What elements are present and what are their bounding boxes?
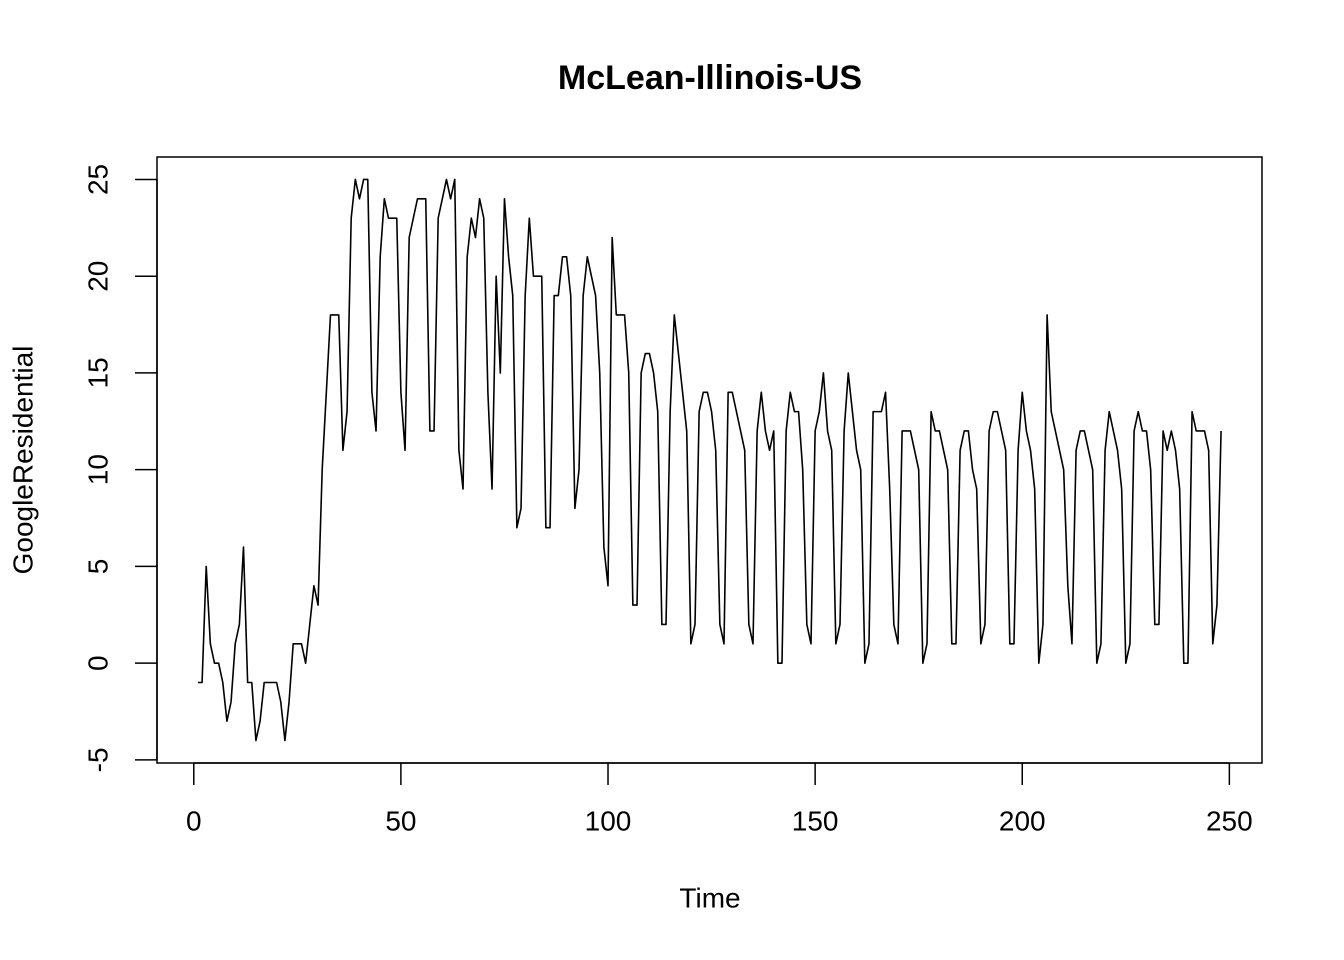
x-tick-label: 250 bbox=[1206, 805, 1253, 836]
data-line bbox=[197, 178, 1222, 742]
y-tick-label: 25 bbox=[82, 164, 113, 195]
y-tick-label: 5 bbox=[82, 559, 113, 575]
y-tick-label: -5 bbox=[82, 747, 113, 772]
y-tick-label: 20 bbox=[82, 261, 113, 292]
x-tick-label: 0 bbox=[186, 805, 202, 836]
y-tick-label: 10 bbox=[82, 454, 113, 485]
x-tick-label: 100 bbox=[585, 805, 632, 836]
chart-title: McLean-Illinois-US bbox=[558, 59, 862, 97]
x-tick-label: 150 bbox=[792, 805, 839, 836]
x-tick-label: 50 bbox=[385, 805, 416, 836]
y-tick-label: 15 bbox=[82, 357, 113, 388]
y-tick-label: 0 bbox=[82, 655, 113, 671]
x-tick-label: 200 bbox=[999, 805, 1046, 836]
x-axis-label: Time bbox=[679, 882, 740, 913]
y-axis-label: GoogleResidential bbox=[7, 346, 38, 575]
